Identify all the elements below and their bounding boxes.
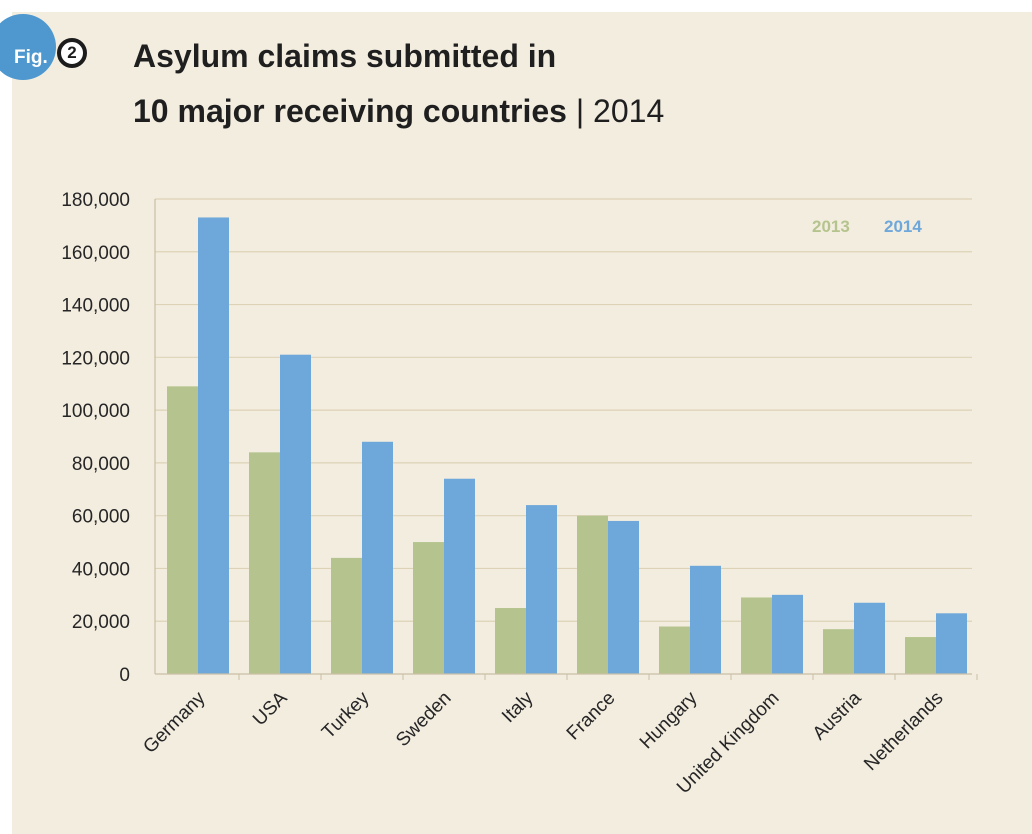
figure-number: 2: [57, 38, 87, 68]
y-tick-label: 40,000: [72, 559, 130, 580]
y-tick-label: 160,000: [61, 243, 130, 264]
bar-2014-germany: [198, 217, 229, 674]
bar-2013-france: [577, 515, 608, 674]
x-tick-label: Austria: [809, 687, 866, 744]
bar-2013-united-kingdom: [741, 597, 772, 674]
y-tick-label: 140,000: [61, 296, 130, 317]
y-tick-label: 120,000: [61, 348, 130, 369]
bar-2014-turkey: [362, 441, 393, 674]
bar-2013-germany: [167, 386, 198, 674]
bar-2014-united-kingdom: [772, 594, 803, 674]
bar-2013-turkey: [331, 557, 362, 674]
bar-2014-france: [608, 520, 639, 674]
bar-2014-usa: [280, 354, 311, 674]
bar-2014-italy: [526, 505, 557, 674]
y-tick-label: 20,000: [72, 612, 130, 633]
bar-2014-austria: [854, 602, 885, 674]
figure-badge-label: Fig.: [14, 47, 48, 68]
y-tick-label: 60,000: [72, 507, 130, 528]
bar-2014-netherlands: [936, 613, 967, 674]
x-tick-label: Germany: [139, 687, 209, 757]
bar-2014-hungary: [690, 565, 721, 674]
bar-2014-sweden: [444, 478, 475, 674]
chart-title-main: 10 major receiving countries: [133, 93, 567, 129]
bar-2013-hungary: [659, 626, 690, 674]
legend-item-2014: 2014: [884, 217, 922, 236]
y-tick-label: 180,000: [61, 190, 130, 211]
legend: 2013 2014: [812, 217, 922, 236]
bar-2013-usa: [249, 452, 280, 674]
x-tick-label: Italy: [498, 687, 538, 727]
bars: [167, 217, 967, 674]
x-tick-label: France: [563, 688, 620, 745]
chart-title-separator: |: [575, 93, 585, 129]
y-tick-label: 100,000: [61, 401, 130, 422]
bar-2013-austria: [823, 629, 854, 674]
chart-title-year: 2014: [593, 93, 665, 129]
y-tick-label: 80,000: [72, 454, 130, 475]
chart-title-line-2: 10 major receiving countries | 2014: [133, 93, 664, 130]
legend-item-2013: 2013: [812, 217, 850, 236]
bar-2013-italy: [495, 608, 526, 674]
figure-badge: [0, 14, 56, 80]
x-tick-label: Sweden: [392, 688, 455, 751]
chart-title-line-1: Asylum claims submitted in: [133, 38, 557, 74]
bar-2013-netherlands: [905, 637, 936, 674]
x-tick-label: Hungary: [636, 687, 702, 753]
bar-2013-sweden: [413, 542, 444, 674]
y-tick-label: 0: [119, 665, 130, 686]
x-tick-label: USA: [249, 687, 292, 730]
x-tick-label: Turkey: [318, 687, 374, 743]
x-tick-label: Netherlands: [860, 688, 947, 775]
